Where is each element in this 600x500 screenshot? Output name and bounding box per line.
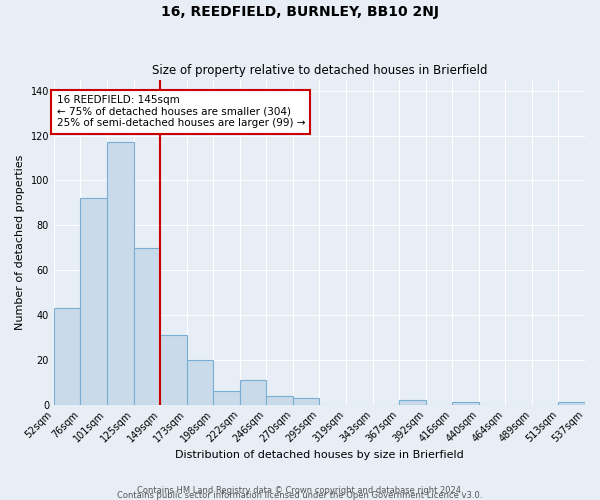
Text: Contains HM Land Registry data © Crown copyright and database right 2024.: Contains HM Land Registry data © Crown c…	[137, 486, 463, 495]
Bar	[399, 400, 425, 404]
Bar	[54, 308, 80, 404]
Bar	[266, 396, 293, 404]
Text: 16 REEDFIELD: 145sqm
← 75% of detached houses are smaller (304)
25% of semi-deta: 16 REEDFIELD: 145sqm ← 75% of detached h…	[56, 95, 305, 128]
X-axis label: Distribution of detached houses by size in Brierfield: Distribution of detached houses by size …	[175, 450, 464, 460]
Text: 16, REEDFIELD, BURNLEY, BB10 2NJ: 16, REEDFIELD, BURNLEY, BB10 2NJ	[161, 5, 439, 19]
Bar	[187, 360, 213, 405]
Bar	[107, 142, 134, 404]
Bar	[559, 402, 585, 404]
Bar	[160, 335, 187, 404]
Bar	[134, 248, 160, 404]
Bar	[213, 391, 240, 404]
Bar	[80, 198, 107, 404]
Y-axis label: Number of detached properties: Number of detached properties	[15, 154, 25, 330]
Bar	[293, 398, 319, 404]
Title: Size of property relative to detached houses in Brierfield: Size of property relative to detached ho…	[152, 64, 487, 77]
Bar	[240, 380, 266, 404]
Text: Contains public sector information licensed under the Open Government Licence v3: Contains public sector information licen…	[118, 490, 482, 500]
Bar	[452, 402, 479, 404]
